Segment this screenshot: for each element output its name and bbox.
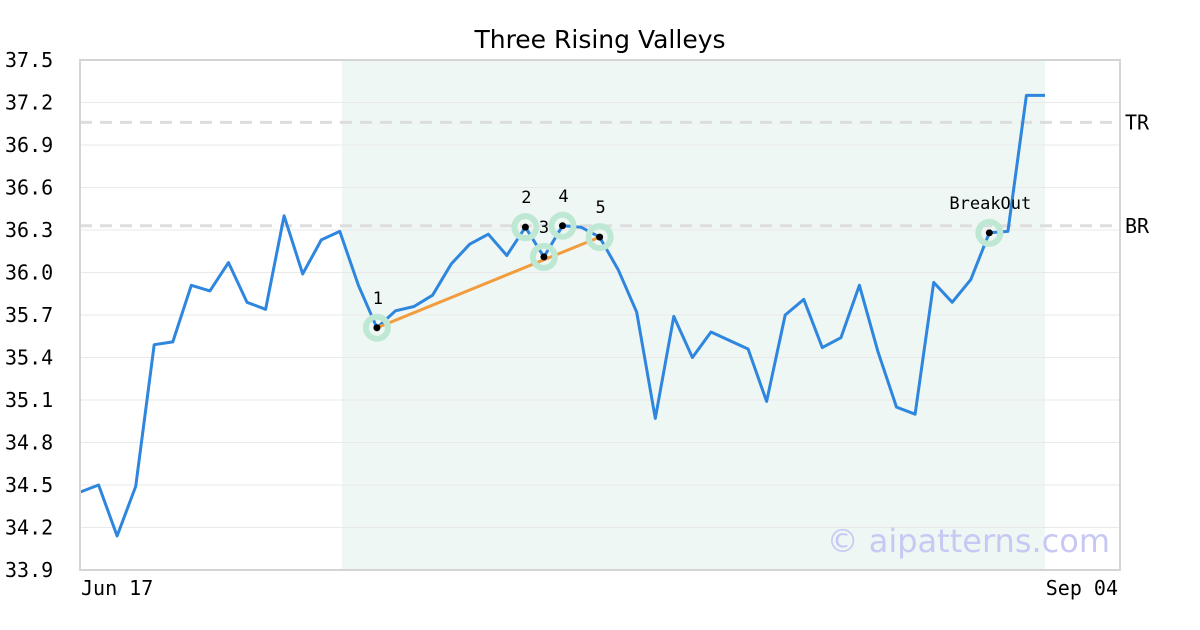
pattern-point-3 xyxy=(540,253,548,261)
pattern-point-label-4: 4 xyxy=(558,187,568,207)
y-tick-label: 34.8 xyxy=(5,431,53,455)
pattern-point-label-2: 2 xyxy=(521,188,531,208)
pattern-point-halo-1 xyxy=(362,313,391,342)
y-tick-label: 37.2 xyxy=(5,91,53,115)
pattern-point-5 xyxy=(596,233,604,241)
y-tick-label: 36.3 xyxy=(5,218,53,242)
level-label-tr: TR xyxy=(1125,110,1150,134)
y-tick-label: 35.7 xyxy=(5,303,53,327)
y-tick-label: 37.5 xyxy=(5,48,53,72)
pattern-point-breakout xyxy=(985,229,993,237)
pattern-point-halo-2 xyxy=(511,213,540,242)
pattern-point-2 xyxy=(521,223,529,231)
y-tick-label: 34.5 xyxy=(5,473,53,497)
watermark: © aipatterns.com xyxy=(827,522,1110,560)
x-axis-start-label: Jun 17 xyxy=(81,576,153,600)
valley-trendline xyxy=(376,235,601,330)
pattern-point-halo-breakout xyxy=(975,218,1004,247)
x-axis-end-label: Sep 04 xyxy=(1046,576,1118,600)
pattern-point-halo-4 xyxy=(548,211,577,240)
level-label-br: BR xyxy=(1125,214,1150,238)
y-tick-label: 34.2 xyxy=(5,516,53,540)
y-tick-label: 33.9 xyxy=(5,558,53,582)
pattern-point-halo-3 xyxy=(529,242,558,271)
y-tick-label: 36.9 xyxy=(5,133,53,157)
y-tick-label: 35.1 xyxy=(5,388,53,412)
pattern-point-label-breakout: BreakOut xyxy=(949,194,1031,214)
y-tick-label: 36.6 xyxy=(5,176,53,200)
pattern-point-label-3: 3 xyxy=(539,218,549,238)
pattern-point-4 xyxy=(559,222,566,230)
plot-frame xyxy=(79,59,1121,571)
pattern-point-halo-5 xyxy=(585,223,614,252)
chart-title: Three Rising Valleys xyxy=(473,25,725,54)
y-tick-label: 35.4 xyxy=(5,346,53,370)
pattern-point-1 xyxy=(373,324,381,332)
pattern-point-label-1: 1 xyxy=(373,289,383,309)
pattern-point-label-5: 5 xyxy=(595,198,605,218)
y-tick-label: 36.0 xyxy=(5,261,53,285)
